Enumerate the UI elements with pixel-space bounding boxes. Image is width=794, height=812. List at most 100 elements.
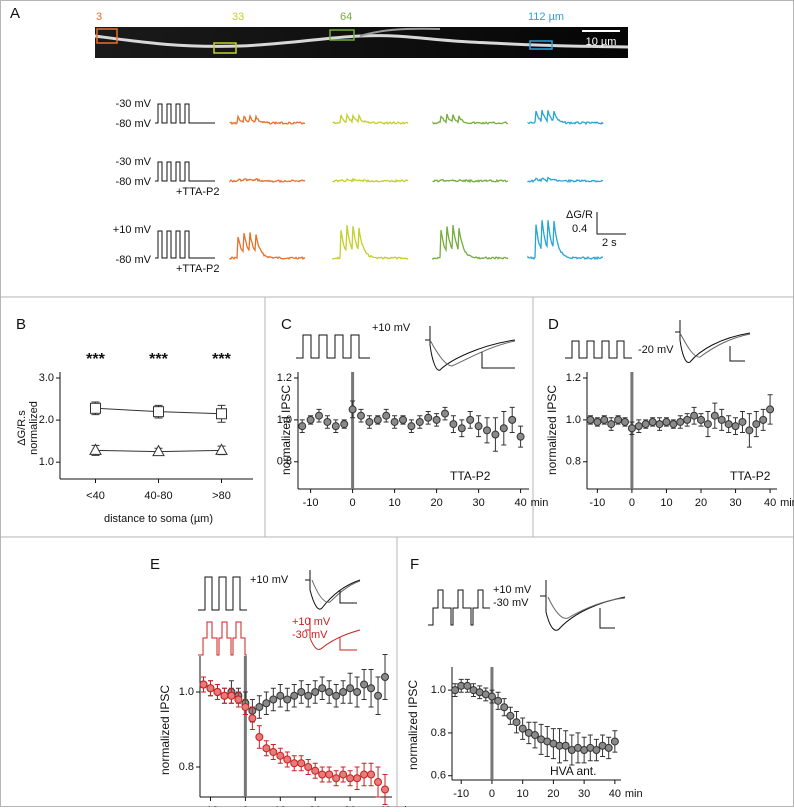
x-tick-label: 20 <box>430 497 442 509</box>
calcium-trace <box>229 113 305 125</box>
calcium-trace <box>229 232 306 261</box>
data-point <box>332 691 341 700</box>
calcium-trace <box>332 225 409 261</box>
data-point <box>331 422 340 431</box>
panel-letter: F <box>410 556 419 573</box>
panel-letter: A <box>10 5 20 22</box>
marker <box>90 402 101 414</box>
scale-bar <box>596 212 626 235</box>
x-tick-label: 0 <box>629 497 635 509</box>
y-tick-label: 1.0 <box>277 414 292 426</box>
y-axis-label: normalized IPSC <box>545 385 559 475</box>
roi <box>96 28 118 44</box>
x-tick-label: 40 <box>514 497 526 509</box>
data-point <box>690 411 699 420</box>
data-point <box>297 688 306 696</box>
data-point <box>621 417 629 426</box>
data-point <box>298 422 307 431</box>
x-tick-label: 30 <box>729 497 741 509</box>
y-tick-label: 1.0 <box>179 686 194 698</box>
voltage-label: -80 mV <box>116 254 152 266</box>
x-tick-label: 0 <box>350 497 356 509</box>
x-tick-label: 10 <box>388 497 400 509</box>
data-point <box>441 409 449 418</box>
scale-label: 2 s <box>602 237 617 249</box>
x-tick-label: 40 <box>609 788 621 800</box>
x-tick-label: 40 <box>764 497 776 509</box>
data-point <box>451 686 460 695</box>
y-tick-label: 3.0 <box>39 372 54 384</box>
protocols <box>155 103 215 259</box>
data-point <box>703 420 712 429</box>
marker <box>153 406 164 418</box>
data-point <box>745 426 754 435</box>
data-point <box>339 688 348 696</box>
y-tick-label: 1.0 <box>431 684 446 696</box>
x-tick-label: 20 <box>695 497 707 509</box>
data-point <box>390 417 399 426</box>
marker <box>152 444 165 457</box>
data-point <box>304 691 313 700</box>
inset-label: -20 mV <box>638 344 674 356</box>
x-tick-label: 0 <box>489 788 495 800</box>
data-point <box>614 415 623 424</box>
marker <box>215 443 228 455</box>
data-point <box>710 411 719 420</box>
data-point <box>752 420 761 429</box>
data-point <box>374 778 383 786</box>
data-point <box>269 748 278 756</box>
data-point <box>424 413 433 422</box>
voltage-label: -80 mV <box>116 176 152 188</box>
scale-label: ΔG/R <box>566 209 593 221</box>
data-point <box>241 703 250 711</box>
data-point <box>494 696 503 705</box>
inset-label: -30 mV <box>493 597 529 609</box>
x-unit: min <box>531 497 549 509</box>
data-point <box>518 724 527 733</box>
y-tick-label: 0.8 <box>566 456 581 468</box>
x-tick-label: <40 <box>86 490 105 502</box>
panel-letter: B <box>16 316 26 333</box>
x-unit: min <box>625 788 643 800</box>
data-point <box>374 691 383 700</box>
y-tick-label: 0.6 <box>431 770 446 782</box>
inset-label: +10 mV <box>493 584 532 596</box>
data-point <box>669 420 678 429</box>
data-point <box>634 422 643 431</box>
y-tick-label: 0.8 <box>431 727 446 739</box>
data-point <box>592 746 601 755</box>
scale-label: 0.4 <box>572 223 587 235</box>
roi <box>329 29 355 41</box>
calcium-trace <box>432 225 509 261</box>
data-point <box>662 417 671 426</box>
data-point <box>346 684 355 693</box>
data-point <box>339 770 348 779</box>
panel-letter: E <box>150 556 160 573</box>
data-point <box>415 417 424 426</box>
y-axis-label: normalized <box>28 401 40 455</box>
annotation: TTA-P2 <box>450 469 491 483</box>
data-point <box>283 755 292 764</box>
calcium-trace <box>527 109 604 126</box>
scale-bar-label: 10 µm <box>586 36 617 48</box>
calcium-trace <box>527 220 604 261</box>
data-point <box>262 699 271 708</box>
data-point <box>367 770 376 779</box>
data-point <box>724 420 733 429</box>
data-point <box>311 688 320 696</box>
calcium-trace <box>432 178 509 184</box>
data-point <box>738 417 747 426</box>
data-point <box>731 422 740 431</box>
data-point <box>648 417 657 426</box>
x-tick-label: 30 <box>472 497 484 509</box>
data-point <box>276 751 285 760</box>
distance-label: 112 µm <box>528 11 564 23</box>
annotation: TTA-P2 <box>730 469 771 483</box>
data-point <box>360 680 369 689</box>
drug-label: +TTA-P2 <box>176 263 220 275</box>
drug-label: +TTA-P2 <box>176 186 220 198</box>
x-tick-label: >80 <box>212 490 231 502</box>
x-tick-label: -10 <box>453 788 469 800</box>
data-point <box>512 718 521 727</box>
